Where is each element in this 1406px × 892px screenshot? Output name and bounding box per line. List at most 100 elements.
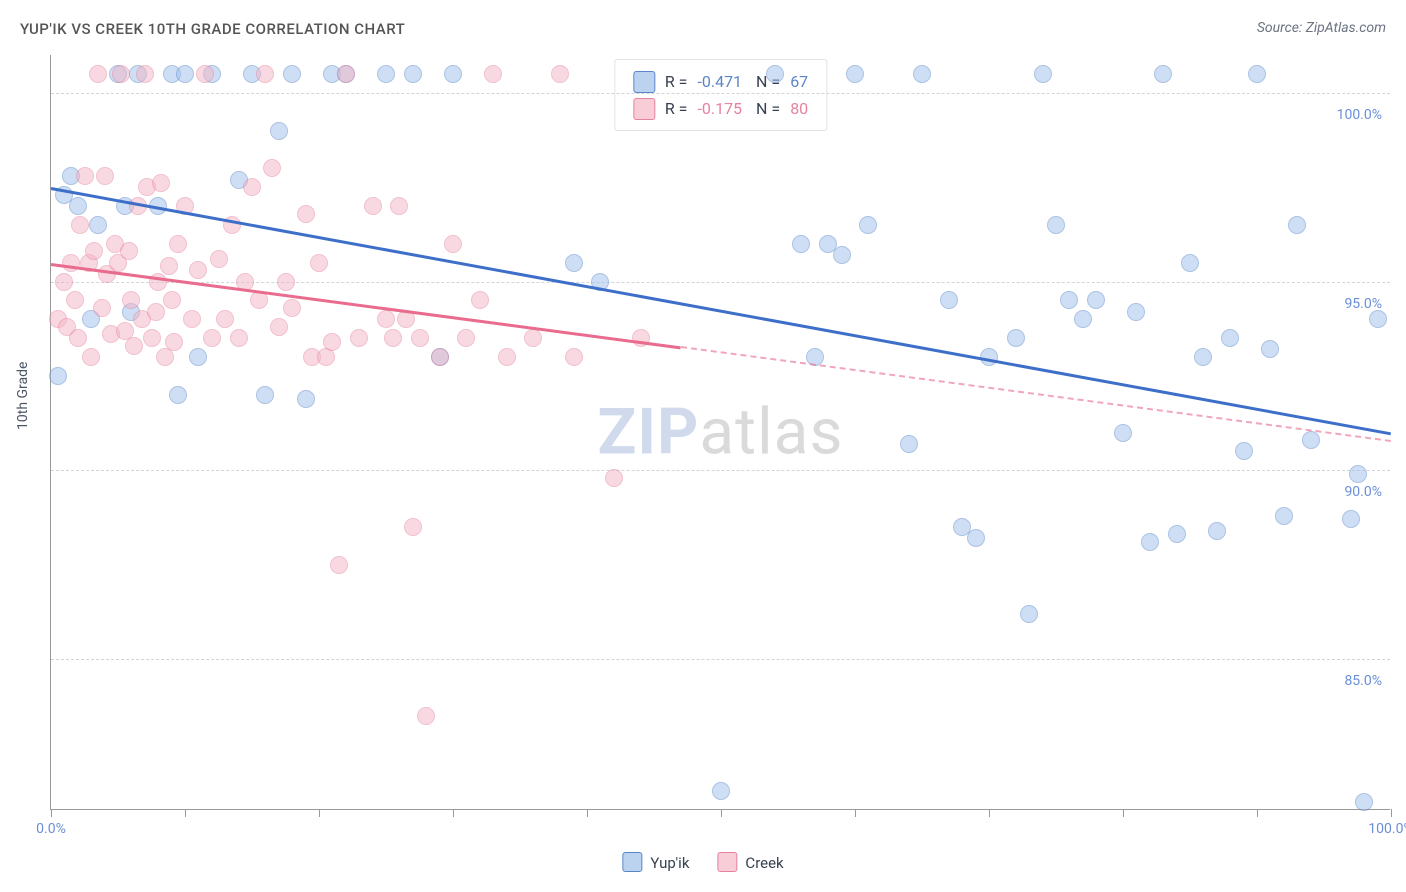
scatter-point <box>1248 65 1266 83</box>
scatter-point <box>350 329 368 347</box>
scatter-point <box>390 197 408 215</box>
scatter-point <box>444 65 462 83</box>
scatter-point <box>1127 303 1145 321</box>
scatter-point <box>230 329 248 347</box>
ytick-label: 85.0% <box>1344 673 1382 689</box>
scatter-point <box>263 159 281 177</box>
scatter-point <box>89 216 107 234</box>
scatter-point <box>940 291 958 309</box>
scatter-point <box>85 242 103 260</box>
scatter-point <box>498 348 516 366</box>
bottom-legend: Yup'ik Creek <box>622 852 783 872</box>
scatter-point <box>297 205 315 223</box>
scatter-point <box>471 291 489 309</box>
scatter-point <box>196 65 214 83</box>
legend-swatch-pink-icon <box>717 852 737 872</box>
xtick <box>587 809 588 817</box>
scatter-point <box>377 65 395 83</box>
scatter-point <box>364 197 382 215</box>
scatter-point <box>82 348 100 366</box>
xtick <box>721 809 722 817</box>
watermark-part2: atlas <box>699 395 843 470</box>
scatter-point <box>143 329 161 347</box>
scatter-point <box>431 348 449 366</box>
chart-title: YUP'IK VS CREEK 10TH GRADE CORRELATION C… <box>20 20 405 38</box>
scatter-point <box>122 291 140 309</box>
scatter-point <box>125 337 143 355</box>
scatter-point <box>160 257 178 275</box>
xtick-label: 100.0% <box>1368 821 1406 837</box>
scatter-point <box>337 65 355 83</box>
scatter-point <box>163 291 181 309</box>
gridline <box>51 659 1390 660</box>
legend-label-creek: Creek <box>745 854 783 872</box>
scatter-point <box>49 367 67 385</box>
scatter-point <box>71 216 89 234</box>
scatter-point <box>55 273 73 291</box>
scatter-point <box>152 174 170 192</box>
scatter-point <box>605 469 623 487</box>
scatter-point <box>210 250 228 268</box>
stats-box: R = -0.471 N = 67 R = -0.175 N = 80 <box>614 59 827 131</box>
stats-n-value-yupik: 67 <box>790 68 808 95</box>
scatter-point <box>1275 507 1293 525</box>
stats-r-value-creek: -0.175 <box>697 95 742 122</box>
ytick-label: 95.0% <box>1344 296 1382 312</box>
scatter-point <box>1154 65 1172 83</box>
xtick <box>1257 809 1258 817</box>
scatter-point <box>183 310 201 328</box>
scatter-point <box>551 65 569 83</box>
scatter-point <box>1355 793 1373 811</box>
scatter-point <box>96 167 114 185</box>
scatter-point <box>1141 533 1159 551</box>
stats-row-creek: R = -0.175 N = 80 <box>633 95 808 122</box>
scatter-point <box>1302 431 1320 449</box>
trend-line <box>681 346 1391 442</box>
legend-item-creek: Creek <box>717 852 783 872</box>
gridline <box>51 470 1390 471</box>
scatter-point <box>565 254 583 272</box>
scatter-point <box>283 65 301 83</box>
ytick-label: 100.0% <box>1337 107 1382 123</box>
scatter-point <box>120 242 138 260</box>
xtick <box>185 809 186 817</box>
legend-swatch-blue-icon <box>622 852 642 872</box>
scatter-point <box>1087 291 1105 309</box>
scatter-point <box>967 529 985 547</box>
scatter-point <box>1288 216 1306 234</box>
scatter-point <box>256 65 274 83</box>
scatter-point <box>189 348 207 366</box>
scatter-point <box>66 291 84 309</box>
scatter-point <box>169 386 187 404</box>
stats-r-label: R = <box>665 95 688 122</box>
scatter-point <box>243 178 261 196</box>
scatter-point <box>1235 442 1253 460</box>
scatter-point <box>165 333 183 351</box>
scatter-point <box>1007 329 1025 347</box>
xtick <box>1123 809 1124 817</box>
scatter-point <box>1168 525 1186 543</box>
trend-line <box>51 187 1392 435</box>
scatter-point <box>1034 65 1052 83</box>
scatter-point <box>189 261 207 279</box>
scatter-point <box>297 390 315 408</box>
scatter-point <box>1349 465 1367 483</box>
xtick-label: 0.0% <box>36 821 66 837</box>
xtick <box>1391 809 1392 817</box>
scatter-point <box>792 235 810 253</box>
legend-label-yupik: Yup'ik <box>650 854 689 872</box>
scatter-point <box>377 310 395 328</box>
scatter-point <box>277 273 295 291</box>
scatter-point <box>149 273 167 291</box>
scatter-point <box>1181 254 1199 272</box>
scatter-point <box>330 556 348 574</box>
xtick <box>855 809 856 817</box>
source-attribution: Source: ZipAtlas.com <box>1257 20 1386 36</box>
scatter-point <box>89 65 107 83</box>
scatter-point <box>1342 510 1360 528</box>
scatter-point <box>1114 424 1132 442</box>
scatter-point <box>417 707 435 725</box>
scatter-point <box>766 65 784 83</box>
scatter-point <box>1047 216 1065 234</box>
scatter-point <box>203 329 221 347</box>
